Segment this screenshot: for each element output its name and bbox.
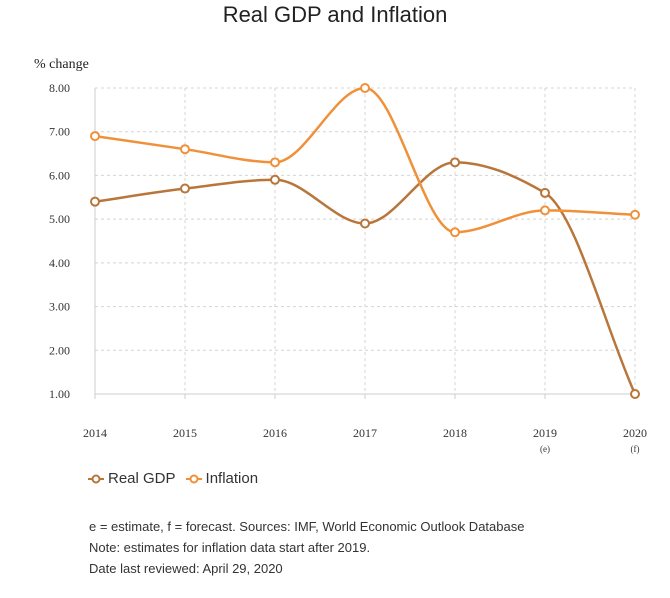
data-point-inflation[interactable] [540,205,550,216]
legend-swatch-real-gdp [88,474,104,483]
x-tick-label: 2015 [173,426,197,440]
y-tick-label: 6.00 [49,168,70,182]
data-point-real-gdp[interactable] [630,389,640,399]
data-point-real-gdp[interactable] [360,218,370,229]
y-tick-label: 2.00 [49,343,70,357]
legend-item-inflation[interactable]: Inflation [185,470,259,487]
data-point-real-gdp[interactable] [180,183,190,194]
data-point-inflation[interactable] [270,157,280,168]
legend-swatch-inflation [185,474,202,483]
data-point-real-gdp[interactable] [270,174,280,185]
legend-label-real-gdp: Real GDP [108,470,176,487]
chart-notes: e = estimate, f = forecast. Sources: IMF… [89,516,524,579]
x-tick-label: 2017 [353,426,377,440]
data-point-inflation[interactable] [360,83,370,93]
data-point-real-gdp[interactable] [540,187,550,198]
data-point-real-gdp[interactable] [90,196,100,207]
note-date-reviewed: Date last reviewed: April 29, 2020 [89,561,283,576]
x-tick-label: 2016 [263,426,287,440]
legend-label-inflation: Inflation [205,470,259,487]
grid [95,87,636,394]
y-tick-label: 4.00 [49,256,70,270]
x-tick-label: 2019 [533,426,557,440]
data-point-real-gdp[interactable] [450,157,460,168]
y-tick-label: 5.00 [49,212,70,226]
note-estimates: Note: estimates for inflation data start… [89,540,371,555]
y-tick-label: 1.00 [49,387,70,401]
y-tick-label: 3.00 [49,300,70,314]
data-point-inflation[interactable] [90,131,100,142]
legend: Real GDP Inflation [88,470,268,487]
data-point-inflation[interactable] [630,209,640,220]
data-point-inflation[interactable] [180,144,190,155]
legend-item-real-gdp[interactable]: Real GDP [88,470,176,487]
x-tick-label: 2014 [83,426,107,440]
tick-labels: 1.00 2.00 3.00 4.00 5.00 6.00 7.00 8.00 2014 2015… [49,81,647,454]
x-tick-label: 2020 [623,426,647,440]
chart-title: Real GDP and Inflation [223,2,448,27]
x-tick-label: 2018 [443,426,467,440]
y-tick-label: 7.00 [49,125,70,139]
series-layer [90,83,640,399]
y-axis-label: % change [34,57,89,72]
x-tick-note: (f) [631,444,640,454]
data-point-inflation[interactable] [450,227,460,238]
chart: Real GDP and Inflation % change 1.00 2.00… [34,2,647,454]
note-sources: e = estimate, f = forecast. Sources: IMF… [89,519,525,534]
x-tick-note: (e) [540,444,550,454]
y-tick-label: 8.00 [49,81,70,95]
